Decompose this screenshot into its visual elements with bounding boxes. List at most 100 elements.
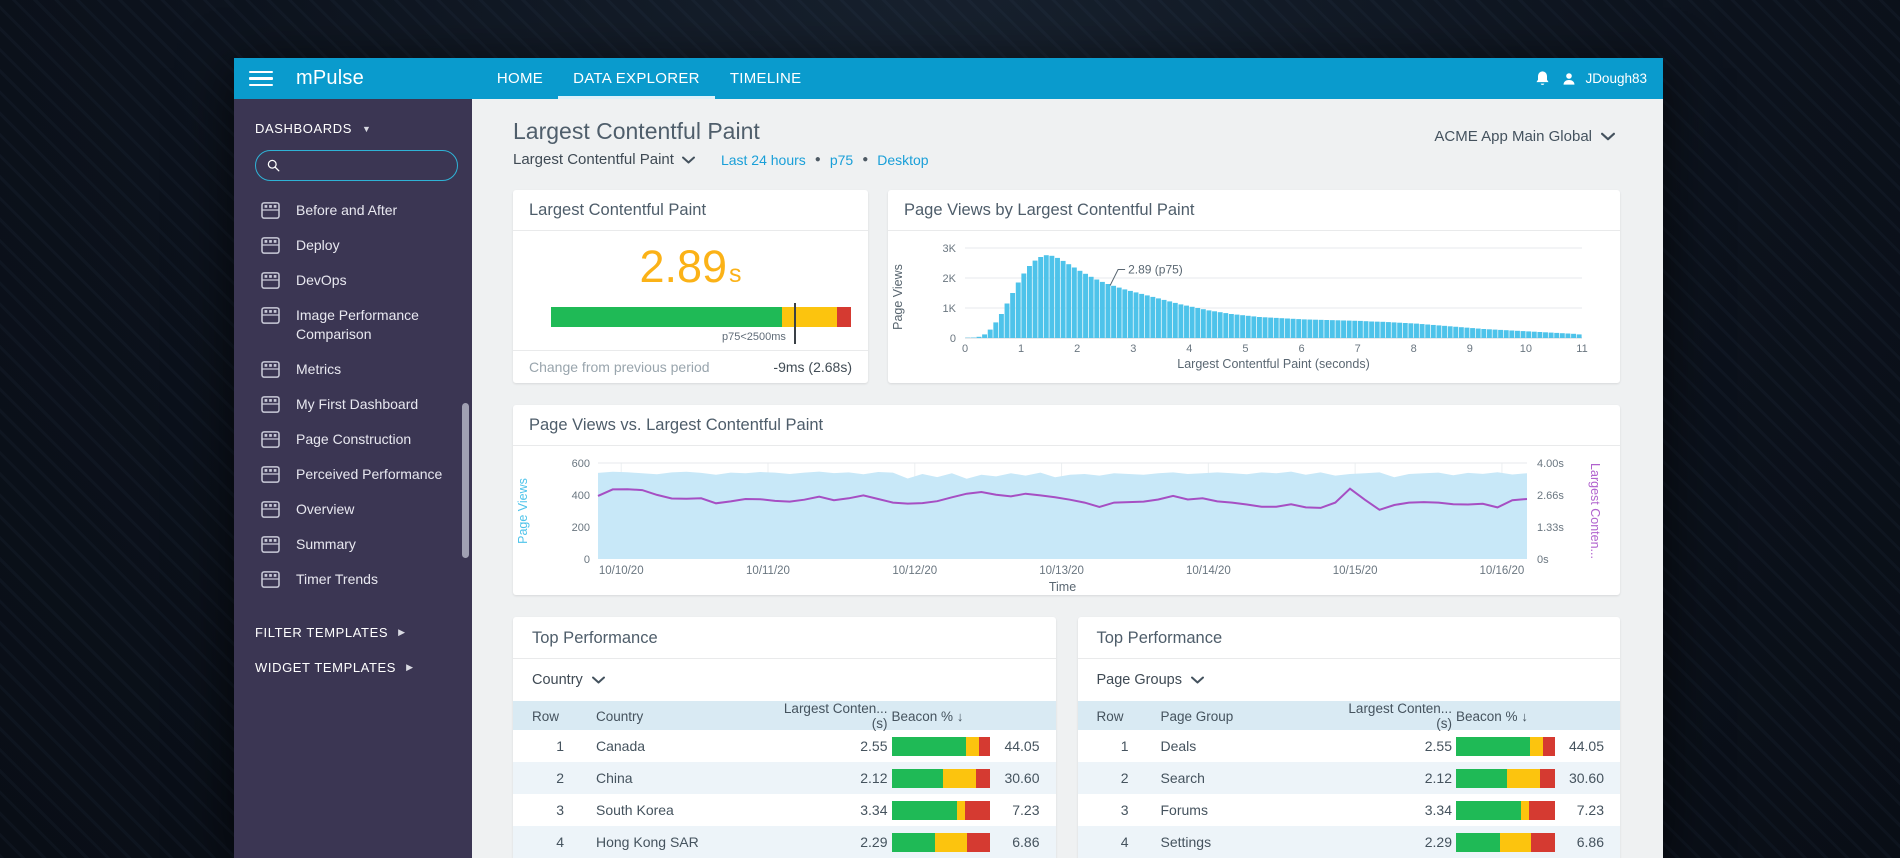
card-title: Page Views by Largest Contentful Paint [888,190,1620,231]
svg-text:2K: 2K [943,273,957,285]
table-row[interactable]: 2 China 2.12 30.60 [513,762,1056,794]
cell-beacon-pct: 44.05 [1568,738,1604,754]
svg-text:9: 9 [1467,343,1473,355]
filter-separator-dot: ● [862,154,869,165]
svg-text:10/14/20: 10/14/20 [1186,565,1231,577]
nav-data-explorer[interactable]: DATA EXPLORER [558,58,715,99]
card-title: Top Performance [1077,617,1620,659]
svg-text:2: 2 [1074,343,1080,355]
svg-text:8: 8 [1411,343,1417,355]
gauge-yellow-segment [782,307,837,327]
sidebar-item-label: Page Construction [296,431,412,447]
svg-text:11: 11 [1576,343,1587,355]
cell-name: Search [1160,770,1205,786]
user-menu[interactable]: JDough83 [1561,71,1647,87]
sidebar-scrollbar[interactable] [462,403,469,558]
svg-text:Page Views: Page Views [891,264,905,330]
cell-row: 2 [556,770,564,786]
sidebar-item-summary[interactable]: Summary [234,527,472,562]
notifications-bell-icon[interactable] [1534,70,1551,88]
hamburger-menu-icon[interactable] [249,58,273,99]
metric-selector-dropdown[interactable]: Largest Contentful Paint [513,151,695,168]
cell-row: 1 [556,738,564,754]
metric-selector-label: Largest Contentful Paint [513,151,674,168]
sidebar-item-overview[interactable]: Overview [234,492,472,527]
dashboard-icon [261,501,280,518]
widget-templates-toggle[interactable]: WIDGET TEMPLATES ▶ [234,650,472,685]
caret-right-icon: ▶ [398,627,406,637]
dashboards-section-toggle[interactable]: DASHBOARDS ▼ [234,111,472,146]
pageviews-vs-lcp-chart[interactable]: 0 200 400 600 0s 1.33s 2.66s 4.00s 10/10/20 10/11… [513,446,1619,595]
svg-text:10: 10 [1520,343,1532,355]
col-beacon-sort[interactable]: Beacon % ↓ [891,708,964,724]
chevron-down-icon [1190,676,1204,684]
svg-text:4.00s: 4.00s [1537,458,1564,470]
beacon-distribution-bar [1456,832,1555,852]
top-performance-country-card: Top Performance Country Row Country Larg… [513,617,1056,858]
beacon-distribution-bar [891,832,991,852]
cell-row: 2 [1120,770,1129,786]
table-row[interactable]: 3 South Korea 3.34 7.23 [513,794,1056,826]
svg-text:10/15/20: 10/15/20 [1333,565,1378,577]
table-row[interactable]: 4 Hong Kong SAR 2.29 6.86 [513,826,1056,858]
sidebar-item-label: DevOps [296,272,347,288]
sidebar-item-metrics[interactable]: Metrics [234,352,472,387]
sidebar-item-devops[interactable]: DevOps [234,263,472,298]
filter-templates-toggle[interactable]: FILTER TEMPLATES ▶ [234,615,472,650]
dimension-selector-page-groups[interactable]: Page Groups [1078,659,1621,701]
app-selector-dropdown[interactable]: ACME App Main Global [1434,128,1615,145]
table-row[interactable]: 4 Settings 2.29 6.86 [1077,826,1620,858]
svg-text:Time: Time [1049,580,1076,594]
table-row[interactable]: 3 Forums 3.34 7.23 [1078,794,1621,826]
dimension-selector-country[interactable]: Country [513,659,1056,701]
sidebar: DASHBOARDS ▼ Before and After Deploy Dev… [234,99,472,858]
cell-name: South Korea [596,802,674,818]
sidebar-item-before-and-after[interactable]: Before and After [234,193,472,228]
sidebar-item-image-performance-comparison[interactable]: Image Performance Comparison [234,298,472,352]
table-row[interactable]: 1 Deals 2.55 44.05 [1078,730,1621,762]
dashboard-list: Before and After Deploy DevOps Image Per… [234,193,472,597]
sidebar-item-deploy[interactable]: Deploy [234,228,472,263]
col-row[interactable]: Row [1096,708,1124,724]
sidebar-item-page-construction[interactable]: Page Construction [234,422,472,457]
table-row[interactable]: 1 Canada 2.55 44.05 [513,730,1056,762]
cell-lcp: 2.55 [860,738,888,754]
cell-name: Hong Kong SAR [596,834,699,850]
lcp-histogram-chart[interactable]: 0 1K 2K 3K 0 1 2 3 4 5 6 7 8 9 10 11 Largest Contentful … [888,231,1619,381]
dashboard-search-box[interactable] [255,150,458,181]
col-row[interactable]: Row [532,708,560,724]
svg-text:10/11/20: 10/11/20 [746,565,790,577]
svg-text:0: 0 [584,554,590,566]
change-value: -9ms (2.68s) [773,359,852,375]
filter-device[interactable]: Desktop [877,151,929,168]
nav-timeline[interactable]: TIMELINE [729,70,802,87]
col-page-group[interactable]: Page Group [1160,708,1234,724]
svg-text:Largest Conten...: Largest Conten... [1588,463,1602,559]
filter-percentile[interactable]: p75 [829,151,854,168]
sidebar-item-timer-trends[interactable]: Timer Trends [234,562,472,597]
lcp-threshold-gauge: p75<2500ms [551,303,851,344]
table-row[interactable]: 2 Search 2.12 30.60 [1077,762,1620,794]
sidebar-item-perceived-performance[interactable]: Perceived Performance [234,457,472,492]
col-beacon-sort[interactable]: Beacon % ↓ [1456,708,1528,724]
sidebar-item-my-first-dashboard[interactable]: My First Dashboard [234,387,472,422]
search-input[interactable] [287,158,437,173]
svg-text:Page Views: Page Views [516,478,530,544]
sidebar-item-label: Metrics [296,361,342,377]
col-country[interactable]: Country [596,708,644,724]
dashboard-icon [261,307,280,324]
filter-time-range[interactable]: Last 24 hours [720,151,806,168]
col-lcp[interactable]: Largest Conten... (s) [1348,701,1452,731]
svg-text:10/16/20: 10/16/20 [1480,565,1525,577]
col-lcp[interactable]: Largest Conten... (s) [783,701,888,731]
svg-text:2.89 (p75): 2.89 (p75) [1128,263,1183,277]
card-title: Page Views vs. Largest Contentful Paint [513,405,1620,446]
dashboard-icon [261,237,280,254]
cell-lcp: 3.34 [860,802,888,818]
lcp-summary-card: Largest Contentful Paint 2.89s [513,190,868,383]
nav-home[interactable]: HOME [496,70,544,87]
dimension-selector-label: Country [532,672,583,688]
svg-text:6: 6 [1298,343,1304,355]
svg-text:3K: 3K [943,243,957,255]
sort-desc-icon: ↓ [1521,708,1528,724]
